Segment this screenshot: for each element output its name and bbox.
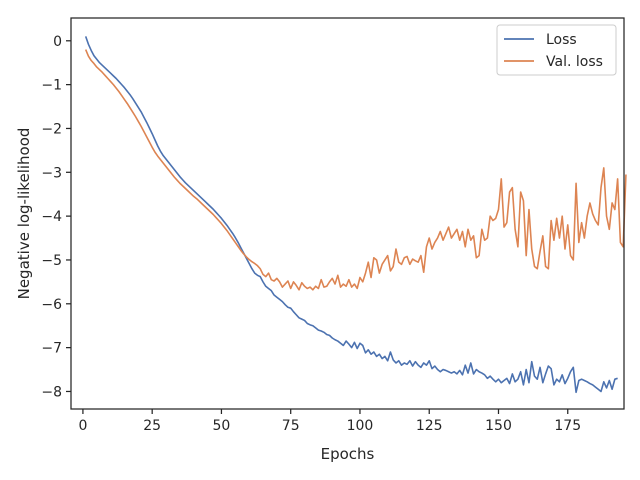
y-axis: 0 −1 −2 −3 −4 −5 −6 −7 −8 — [41, 34, 71, 400]
legend-label-val-loss: Val. loss — [546, 54, 603, 70]
plot-lines — [84, 36, 627, 394]
series-line-val-loss — [84, 49, 627, 291]
y-tick-label: −7 — [41, 341, 62, 357]
x-tick-label: 0 — [78, 418, 87, 434]
x-tick-label: 25 — [143, 418, 161, 434]
legend-box — [496, 24, 617, 76]
y-axis-label: Negative log-likelihood — [15, 128, 33, 300]
y-tick-label: −8 — [41, 384, 62, 400]
x-axis: 0 25 50 75 100 125 150 175 — [78, 409, 581, 434]
x-tick-label: 75 — [282, 418, 300, 434]
plot-frame — [70, 17, 625, 410]
y-tick-label: −6 — [41, 297, 62, 313]
y-tick-label: −5 — [41, 253, 62, 269]
x-tick-label: 125 — [416, 418, 443, 434]
x-tick-label: 175 — [554, 418, 581, 434]
y-tick-label: −3 — [41, 165, 62, 181]
x-tick-label: 100 — [347, 418, 374, 434]
y-tick-label: −2 — [41, 121, 62, 137]
legend: Loss Val. loss — [496, 24, 617, 76]
y-tick-label: 0 — [53, 34, 62, 50]
x-tick-label: 50 — [213, 418, 231, 434]
y-tick-label: −4 — [41, 209, 62, 225]
x-axis-label: Epochs — [321, 445, 375, 463]
series-line-loss — [84, 36, 618, 394]
x-tick-label: 150 — [485, 418, 512, 434]
y-tick-label: −1 — [41, 78, 62, 94]
legend-label-loss: Loss — [546, 32, 577, 48]
